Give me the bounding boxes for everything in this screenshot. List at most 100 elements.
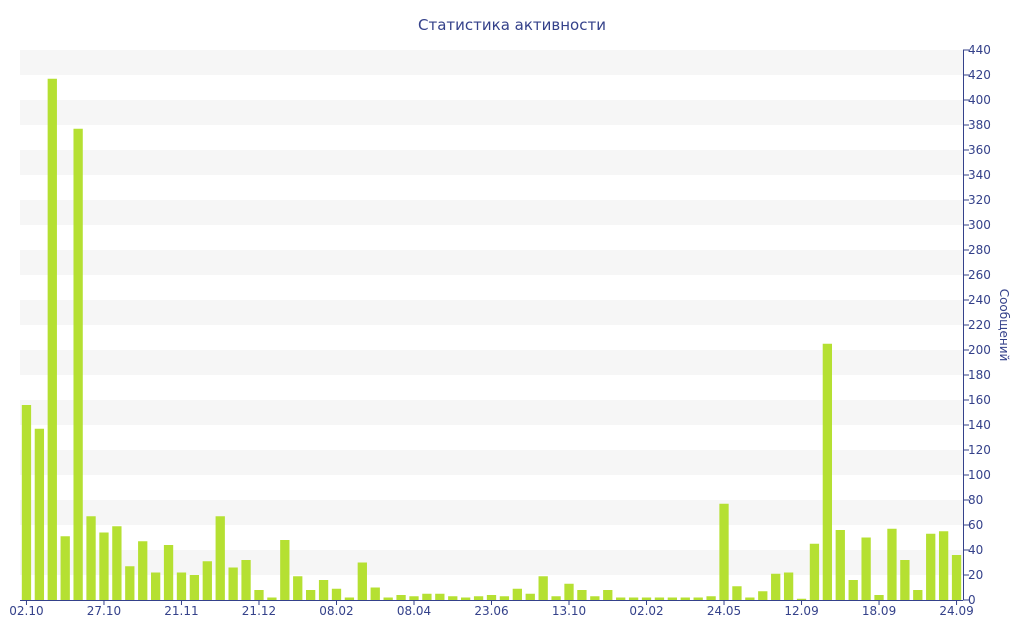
bar [60, 536, 70, 600]
y-tick-label: 20 [968, 568, 983, 582]
grid-band [20, 50, 963, 75]
bar [47, 78, 57, 600]
bar [241, 560, 251, 600]
bar [357, 562, 367, 600]
grid-band [20, 100, 963, 125]
bar [551, 596, 561, 600]
bar [202, 561, 212, 600]
bar [887, 528, 897, 600]
y-tick-label: 400 [968, 93, 991, 107]
bar [396, 595, 406, 600]
bar [422, 593, 432, 600]
y-tick-label: 440 [968, 43, 991, 57]
bar [783, 572, 794, 600]
x-tick-label: 02.02 [629, 604, 663, 618]
bar [189, 575, 200, 600]
grid-band [20, 200, 963, 225]
bar [951, 555, 962, 600]
y-tick-label: 320 [968, 193, 991, 207]
y-tick-label: 200 [968, 343, 991, 357]
bar [73, 128, 83, 600]
bar [112, 526, 122, 600]
bar [448, 596, 458, 600]
bar [667, 597, 677, 600]
y-tick-label: 360 [968, 143, 991, 157]
grid-band [20, 250, 963, 275]
bar [280, 540, 290, 600]
bar [499, 596, 510, 600]
bar [228, 567, 238, 600]
grid-band [20, 500, 963, 525]
x-tick-label: 21.12 [242, 604, 276, 618]
bar [435, 593, 445, 600]
grid-band [20, 450, 963, 475]
bar [771, 573, 781, 600]
bar [99, 532, 109, 600]
grid-bands [20, 50, 963, 575]
y-tick-label: 380 [968, 118, 991, 132]
bar [913, 590, 923, 600]
bar [138, 541, 148, 600]
grid-band [20, 550, 963, 575]
chart-title: Статистика активности [418, 16, 606, 34]
y-tick-label: 300 [968, 218, 991, 232]
x-tick-label: 18.09 [862, 604, 896, 618]
bar [680, 597, 690, 600]
y-tick-label: 0 [968, 593, 976, 607]
bar [641, 597, 652, 600]
bar [822, 343, 833, 600]
y-tick-label: 260 [968, 268, 991, 282]
bar [344, 597, 355, 600]
x-tick-label: 08.02 [319, 604, 353, 618]
y-tick-label: 420 [968, 68, 991, 82]
bar [331, 588, 342, 600]
x-tick-label: 13.10 [552, 604, 586, 618]
y-tick-label: 160 [968, 393, 991, 407]
bar [926, 533, 936, 600]
bar [538, 576, 548, 600]
bar [590, 596, 600, 600]
bar [293, 576, 303, 600]
bar [564, 583, 574, 600]
bar [861, 537, 871, 600]
y-tick-label: 180 [968, 368, 991, 382]
bar [796, 598, 807, 600]
bar [21, 405, 32, 600]
bar [719, 503, 729, 600]
y-tick-label: 240 [968, 293, 991, 307]
bar [34, 428, 45, 600]
y-tick-label: 100 [968, 468, 991, 482]
bar [900, 560, 910, 600]
bar [215, 516, 225, 600]
bar [486, 595, 497, 600]
bar [163, 545, 174, 600]
x-tick-label: 08.04 [397, 604, 431, 618]
y-tick-label: 280 [968, 243, 991, 257]
bar [267, 597, 277, 600]
bar [745, 597, 755, 600]
bar [254, 590, 264, 600]
bar [176, 572, 187, 600]
grid-band [20, 350, 963, 375]
bar [835, 530, 845, 600]
bar [512, 588, 522, 600]
grid-band [20, 300, 963, 325]
y-tick-label: 340 [968, 168, 991, 182]
bar [86, 516, 96, 600]
bars [21, 78, 962, 600]
bar [383, 597, 393, 600]
x-tick-label: 12.09 [784, 604, 818, 618]
bar [809, 543, 820, 600]
axes: 0 20 40 60 80 100 120 140 160 180 200 220 240 260 280 3… [9, 43, 1011, 618]
x-tick-label: 23.06 [474, 604, 508, 618]
y-tick-label: 80 [968, 493, 983, 507]
bar [577, 590, 587, 600]
bar [125, 566, 135, 600]
bar [732, 586, 742, 600]
y-tick-label: 120 [968, 443, 991, 457]
bar [370, 587, 380, 600]
x-tick-label: 24.05 [707, 604, 741, 618]
bar [654, 597, 665, 600]
bar [938, 531, 949, 600]
